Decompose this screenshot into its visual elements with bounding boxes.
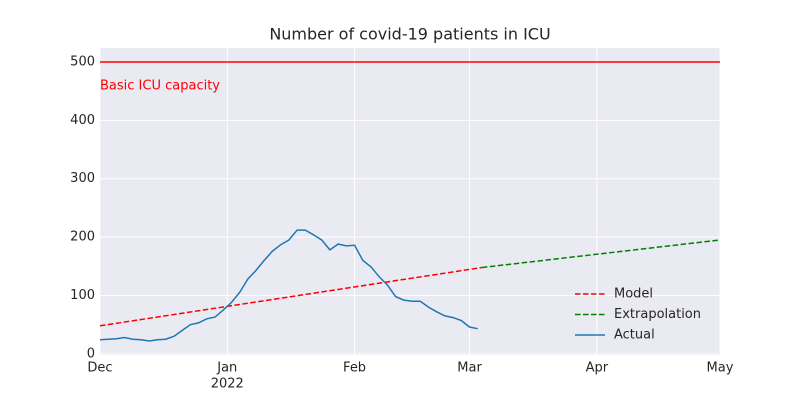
- reference-label: Basic ICU capacity: [100, 79, 220, 94]
- y-tick-label: 200: [70, 230, 95, 245]
- y-tick-label: 300: [70, 171, 95, 186]
- x-tick-label: Dec: [87, 361, 112, 376]
- legend-label: Actual: [614, 328, 655, 343]
- y-tick-label: 500: [70, 55, 95, 70]
- legend-label: Model: [614, 287, 653, 302]
- x-tick-label: Apr: [586, 361, 609, 376]
- x-year-label: 2022: [211, 377, 244, 392]
- x-tick-label: Mar: [457, 361, 482, 376]
- x-tick-label: May: [707, 361, 734, 376]
- chart-title: Number of covid-19 patients in ICU: [269, 25, 550, 44]
- y-tick-label: 400: [70, 113, 95, 128]
- x-tick-label: Feb: [343, 361, 366, 376]
- y-tick-label: 100: [70, 288, 95, 303]
- plot-area: [100, 48, 720, 355]
- y-tick-label: 0: [87, 346, 95, 361]
- legend-label: Extrapolation: [614, 307, 701, 322]
- series-line: [99, 266, 483, 327]
- series-line: [99, 229, 478, 342]
- x-tick-label: Jan: [216, 361, 237, 376]
